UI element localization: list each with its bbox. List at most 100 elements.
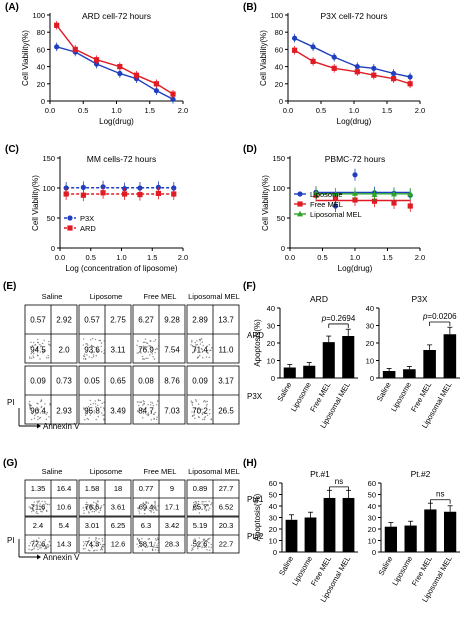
bar xyxy=(322,342,335,378)
cell-event-dot xyxy=(153,358,156,360)
cell-event-dot xyxy=(153,511,155,514)
cell-event-dot xyxy=(157,537,159,539)
cell-event-dot xyxy=(145,348,147,350)
cell-event-dot xyxy=(198,338,201,341)
quadrant-value: 0.89 xyxy=(193,484,208,493)
x-tick-label: 1.5 xyxy=(382,253,392,262)
column-header: Free MEL xyxy=(144,292,177,301)
data-point xyxy=(93,57,100,63)
bar xyxy=(342,497,355,552)
cell-event-dot xyxy=(44,539,46,541)
data-point xyxy=(54,44,60,50)
cell-event-dot xyxy=(141,408,143,410)
cell-event-dot xyxy=(35,413,37,415)
x-tick-label: 1.0 xyxy=(116,253,126,262)
data-point xyxy=(407,81,413,87)
cell-event-dot xyxy=(47,545,49,547)
quadrant-value: 2.0 xyxy=(58,346,70,355)
cell-event-dot xyxy=(196,542,198,545)
cell-event-dot xyxy=(196,340,198,342)
cell-event-dot xyxy=(148,538,151,540)
y-tick-label: 0 xyxy=(41,97,45,106)
cell-event-dot xyxy=(149,340,152,342)
cell-event-dot xyxy=(82,544,85,547)
cell-event-dot xyxy=(92,354,95,356)
cell-event-dot xyxy=(93,510,96,513)
cell-event-dot xyxy=(34,414,36,417)
quadrant-value: 1.35 xyxy=(31,484,46,493)
cell-event-dot xyxy=(157,414,160,416)
cell-event-dot xyxy=(91,357,93,359)
cell-event-dot xyxy=(143,503,146,506)
column-header: Saline xyxy=(42,467,63,476)
cell-event-dot xyxy=(153,417,155,420)
quadrant-value: 69.4 xyxy=(139,503,154,512)
cell-event-dot xyxy=(141,549,144,551)
cell-event-dot xyxy=(195,400,198,402)
data-point xyxy=(371,191,378,197)
x-tick-label: 0.0 xyxy=(55,253,65,262)
cell-event-dot xyxy=(147,414,149,417)
cell-event-dot xyxy=(40,544,42,546)
cell-event-dot xyxy=(42,350,44,352)
cell-event-dot xyxy=(137,352,140,354)
cell-event-dot xyxy=(151,506,154,508)
cell-event-dot xyxy=(138,512,141,514)
cell-event-dot xyxy=(156,509,158,512)
cell-event-dot xyxy=(206,414,209,417)
quadrant-value: 76.9 xyxy=(138,346,154,355)
cell-event-dot xyxy=(150,511,152,513)
cell-event-dot xyxy=(191,345,194,347)
cell-event-dot xyxy=(28,356,31,358)
cell-event-dot xyxy=(103,543,105,546)
cell-event-dot xyxy=(90,545,93,548)
cell-event-dot xyxy=(93,410,96,412)
cell-event-dot xyxy=(39,503,41,505)
cell-event-dot xyxy=(91,352,93,354)
cell-event-dot xyxy=(203,400,205,403)
cell-event-dot xyxy=(191,401,194,404)
cell-event-dot xyxy=(150,510,152,512)
y-tick-label: 80 xyxy=(37,28,45,37)
cell-event-dot xyxy=(39,547,41,549)
significance-annotation: p=0.0206 xyxy=(422,312,457,321)
cell-event-dot xyxy=(152,355,154,358)
cell-event-dot xyxy=(39,508,41,511)
cell-event-dot xyxy=(190,400,193,402)
y-tick-label: 60 xyxy=(37,45,45,54)
data-point xyxy=(354,64,360,70)
cell-event-dot xyxy=(191,339,193,342)
cell-event-dot xyxy=(200,347,203,350)
cell-event-dot xyxy=(196,546,199,548)
cell-event-dot xyxy=(82,541,85,543)
data-point xyxy=(155,190,161,196)
quadrant-value: 2.4 xyxy=(33,521,43,530)
cell-event-dot xyxy=(36,500,38,503)
cell-event-dot xyxy=(194,350,196,352)
cell-event-dot xyxy=(89,550,91,552)
cell-event-dot xyxy=(30,341,32,343)
cell-event-dot xyxy=(41,506,43,508)
data-point xyxy=(352,172,358,178)
cell-event-dot xyxy=(153,507,156,509)
cell-event-dot xyxy=(84,419,86,421)
cell-event-dot xyxy=(204,540,207,542)
cell-event-dot xyxy=(37,341,39,344)
cell-event-dot xyxy=(211,502,213,504)
cell-event-dot xyxy=(147,357,149,359)
cell-event-dot xyxy=(142,358,144,360)
cell-event-dot xyxy=(47,543,49,546)
x-tick-label: 0.0 xyxy=(45,106,55,115)
data-point xyxy=(332,203,339,209)
cell-event-dot xyxy=(196,505,199,507)
cell-event-dot xyxy=(87,344,89,346)
cell-event-dot xyxy=(193,414,195,416)
cell-event-dot xyxy=(155,539,158,541)
cell-event-dot xyxy=(83,353,86,355)
cell-event-dot xyxy=(151,402,154,404)
cell-event-dot xyxy=(199,343,202,345)
cell-event-dot xyxy=(83,509,85,512)
data-point xyxy=(331,65,337,71)
data-point xyxy=(117,70,123,77)
arrow-head xyxy=(37,423,41,429)
